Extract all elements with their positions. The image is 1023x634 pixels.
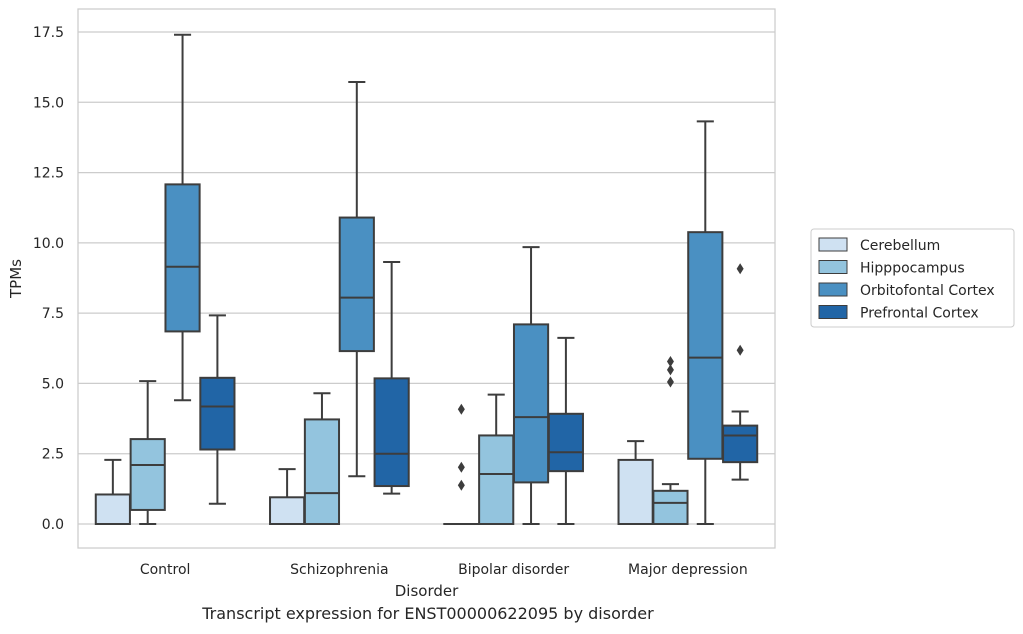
legend: Cerebellum Hipppocampus Orbitofontal Corte…	[810, 228, 1015, 328]
legend-label: Orbitofontal Cortex	[860, 283, 995, 299]
box-body	[687, 231, 724, 460]
box-body	[338, 216, 375, 353]
box-body	[652, 489, 689, 525]
box-prefrontal-cortex	[547, 336, 584, 525]
outlier-point	[457, 479, 465, 491]
x-axis-title: Disorder	[395, 582, 459, 600]
box-orbitofontal-cortex	[512, 246, 550, 525]
x-tick-label: Control	[140, 562, 191, 578]
legend-label: Prefrontal Cortex	[860, 306, 979, 322]
outlier-point	[457, 461, 465, 473]
box-body	[199, 376, 236, 451]
legend-swatch	[818, 305, 848, 319]
y-axis-title: TPMs	[7, 259, 25, 299]
box-hipppocampus	[303, 392, 341, 525]
box-body	[547, 412, 584, 473]
box-cerebellum	[269, 468, 306, 526]
x-tick-label: Major depression	[628, 562, 748, 578]
x-tick-label: Bipolar disorder	[458, 562, 569, 578]
y-tick-label: 5.0	[42, 376, 64, 392]
legend-swatch	[818, 260, 848, 274]
x-axis: Control Schizophrenia Bipolar disorder Majo…	[140, 562, 748, 578]
y-tick-label: 10.0	[33, 236, 64, 252]
plot-area	[94, 33, 759, 526]
box-body	[478, 434, 515, 525]
box-orbitofontal-cortex	[687, 120, 724, 525]
box-prefrontal-cortex	[722, 263, 759, 481]
outlier-point	[736, 263, 744, 275]
outlier-point	[666, 355, 674, 367]
y-tick-label: 0.0	[42, 517, 64, 533]
box-cerebellum	[94, 458, 131, 526]
outlier-point	[457, 403, 465, 415]
outlier-point	[736, 344, 744, 356]
outlier-point	[666, 376, 674, 388]
box-prefrontal-cortex	[199, 314, 236, 505]
box-body	[269, 496, 306, 526]
box-body	[303, 418, 341, 525]
chart-caption: Transcript expression for ENST0000062209…	[202, 604, 654, 623]
y-tick-label: 2.5	[42, 447, 64, 463]
y-tick-label: 17.5	[33, 25, 64, 41]
legend-frame	[810, 228, 1015, 328]
y-tick-label: 7.5	[42, 306, 64, 322]
legend-label: Cerebellum	[860, 238, 940, 254]
box-body	[164, 183, 201, 333]
box-prefrontal-cortex	[373, 260, 410, 495]
box-body	[512, 323, 550, 484]
box-hipppocampus	[652, 355, 689, 525]
legend-swatch	[818, 237, 848, 252]
box-cerebellum	[443, 403, 480, 526]
box-body	[373, 377, 410, 488]
box-hipppocampus	[129, 380, 166, 525]
box-orbitofontal-cortex	[164, 33, 201, 402]
y-axis: 0.0 2.5 5.0 7.5 10.0 12.5 15.0 17.5	[33, 25, 64, 533]
legend-swatch	[818, 282, 848, 297]
box-body	[617, 458, 654, 525]
box-orbitofontal-cortex	[338, 81, 375, 478]
box-cerebellum	[617, 440, 654, 525]
y-tick-label: 15.0	[33, 95, 64, 111]
box-body	[94, 493, 131, 526]
plot-frame	[77, 8, 776, 549]
box-hipppocampus	[478, 393, 515, 525]
legend-label: Hipppocampus	[860, 261, 965, 277]
x-tick-label: Schizophrenia	[290, 562, 388, 578]
y-tick-label: 12.5	[33, 166, 64, 182]
box-body	[722, 424, 759, 464]
outlier-point	[666, 364, 674, 376]
box-body	[129, 438, 166, 511]
